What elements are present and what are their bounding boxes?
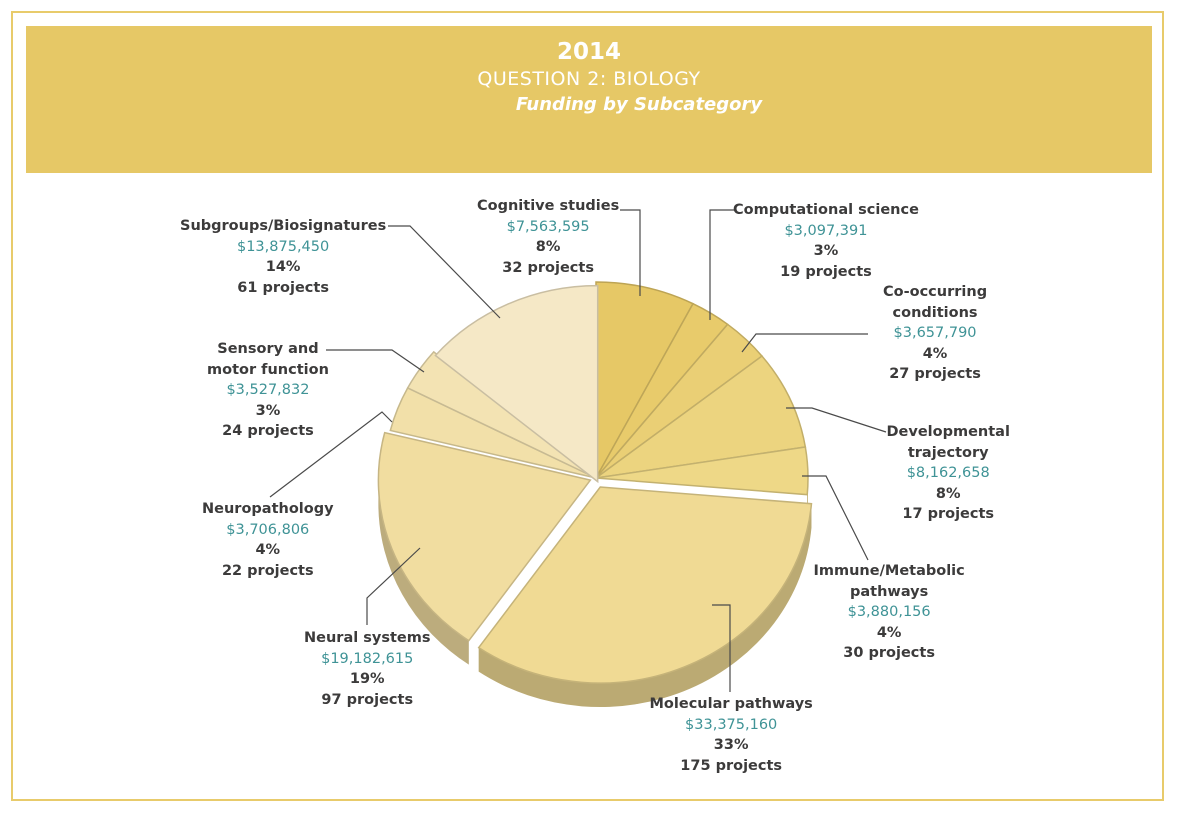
slice-percent: 8% — [535, 239, 561, 255]
slice-name: Immune/Metabolic — [813, 563, 965, 579]
slice-percent: 14% — [265, 259, 301, 275]
slice-amount: $8,162,658 — [906, 465, 990, 481]
leader-line — [741, 333, 868, 353]
slice-projects: 22 projects — [221, 562, 314, 579]
slice-label: Computational science $3,097,391 3% 19 proj… — [733, 200, 919, 282]
leader-line — [709, 209, 734, 320]
slice-name: pathways — [850, 583, 929, 600]
slice-amount: $3,657,790 — [893, 325, 977, 341]
slice-amount: $3,880,156 — [847, 604, 931, 620]
slice-label: Immune/Metabolic pathways $3,880,156 4% 30 p… — [814, 561, 965, 664]
leader-line — [269, 411, 393, 498]
slice-amount: $7,563,595 — [506, 218, 590, 235]
slice-amount: $3,097,391 — [784, 222, 868, 239]
pie-slice — [595, 355, 807, 479]
pie-slice — [477, 486, 813, 684]
slice-label: Developmental trajectory $8,162,658 8% 17 pr… — [887, 422, 1010, 525]
pie-slice-side — [478, 503, 812, 708]
slice-name: Subgroups/Biosignatures — [180, 218, 387, 234]
slice-amount: $19,182,615 — [321, 650, 414, 667]
slice-name: trajectory — [907, 444, 989, 461]
slice-name: Cognitive studies — [477, 198, 620, 214]
slice-projects: 61 projects — [237, 279, 329, 296]
slice-amount: $13,875,450 — [236, 238, 330, 255]
pie-slice — [595, 446, 809, 496]
slice-label: Neural systems $19,182,615 19% 97 projects — [304, 628, 430, 710]
leader-line — [786, 407, 887, 433]
slice-label: Cognitive studies $7,563,595 8% 32 projects — [477, 196, 619, 278]
slice-projects: 175 projects — [680, 757, 783, 774]
leader-line — [326, 349, 425, 373]
slice-percent: 33% — [713, 737, 749, 753]
slice-name: Neuropathology — [202, 501, 334, 517]
slice-projects: 19 projects — [780, 263, 872, 280]
leader-lines — [269, 209, 887, 692]
chart-year: 2014 — [556, 39, 621, 65]
slice-amount: $33,375,160 — [685, 716, 778, 733]
chart-subtitle: Funding by Subcategory — [515, 94, 763, 115]
leader-line — [802, 475, 869, 561]
leader-line — [620, 209, 641, 296]
leader-line — [388, 225, 501, 319]
pie-slice — [595, 281, 695, 481]
slice-name: Developmental — [886, 424, 1010, 440]
slice-percent: 4% — [876, 624, 902, 641]
leader-line — [712, 604, 731, 692]
slice-projects: 32 projects — [502, 259, 594, 276]
pie-top-layer — [377, 281, 813, 684]
slice-projects: 17 projects — [902, 506, 995, 522]
slice-projects: 27 projects — [889, 366, 981, 382]
slice-name: conditions — [892, 304, 978, 321]
slice-label: Molecular pathways $33,375,160 33% 175 proj… — [650, 694, 813, 776]
slice-projects: 30 projects — [843, 645, 935, 661]
slice-name: Sensory and — [217, 341, 319, 357]
slice-percent: 4% — [922, 345, 948, 362]
slice-name: Co-occurring — [883, 284, 988, 300]
slice-amount: $3,527,832 — [226, 382, 310, 398]
slice-label: Co-occurring conditions $3,657,790 4% 27 pro… — [883, 282, 987, 385]
slice-percent: 3% — [255, 402, 281, 419]
slice-label: Neuropathology $3,706,806 4% 22 projects — [202, 499, 334, 581]
slice-name: Neural systems — [304, 630, 431, 646]
slice-name: Computational science — [733, 202, 919, 218]
slice-label: Sensory and motor function $3,527,832 3% 24 … — [207, 339, 329, 442]
chart-title: QUESTION 2: BIOLOGY — [477, 68, 701, 90]
slice-percent: 8% — [935, 485, 961, 502]
slice-label: Subgroups/Biosignatures $13,875,450 14% 61 … — [180, 216, 386, 298]
slice-percent: 19% — [349, 671, 385, 687]
pie-slice — [377, 431, 592, 642]
pie-slice-side — [378, 480, 469, 665]
slice-name: motor function — [207, 361, 329, 378]
slice-name: Molecular pathways — [649, 696, 813, 712]
slice-percent: 4% — [255, 542, 281, 558]
slice-projects: 97 projects — [321, 691, 414, 708]
leader-line — [366, 547, 421, 625]
pie-slice — [434, 284, 599, 484]
slice-amount: $3,706,806 — [226, 521, 310, 538]
slice-projects: 24 projects — [222, 423, 314, 439]
title-banner: 2014 QUESTION 2: BIOLOGY Funding by Subc… — [26, 26, 1152, 173]
slice-percent: 3% — [813, 243, 839, 259]
